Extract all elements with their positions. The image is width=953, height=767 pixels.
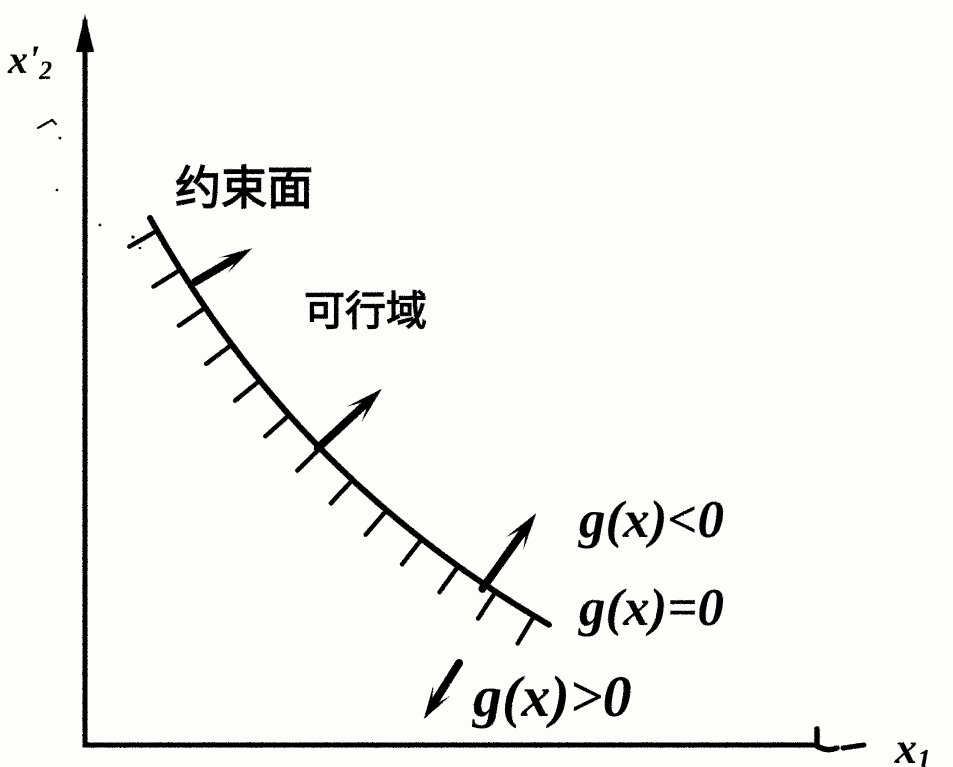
svg-text:g(x)=0: g(x)=0	[578, 579, 724, 637]
svg-text:g(x)>0: g(x)>0	[471, 664, 632, 729]
svg-text:约束面: 约束面	[175, 163, 313, 214]
svg-text:g(x)<0: g(x)<0	[578, 491, 724, 549]
svg-text:可行域: 可行域	[304, 288, 427, 334]
